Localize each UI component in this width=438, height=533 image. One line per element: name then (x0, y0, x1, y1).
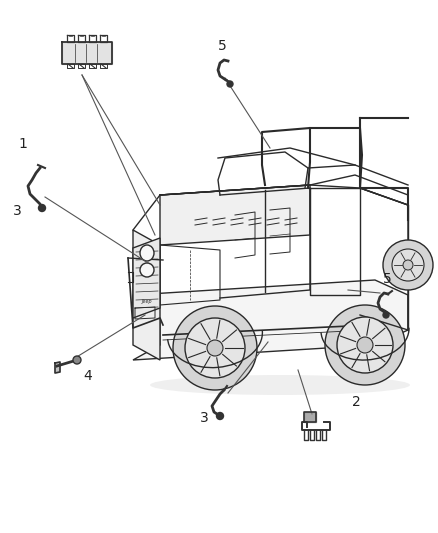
Circle shape (383, 312, 389, 318)
Circle shape (403, 260, 413, 270)
Polygon shape (55, 362, 60, 373)
Polygon shape (160, 185, 310, 245)
Circle shape (185, 318, 245, 378)
Polygon shape (133, 280, 408, 360)
Text: 1: 1 (18, 137, 27, 151)
Text: 3: 3 (13, 204, 22, 218)
Text: 4: 4 (83, 369, 92, 383)
Polygon shape (133, 230, 160, 360)
Circle shape (227, 81, 233, 87)
Circle shape (383, 240, 433, 290)
Polygon shape (304, 412, 316, 422)
Circle shape (392, 249, 424, 281)
Circle shape (357, 337, 373, 353)
Circle shape (173, 306, 257, 390)
Text: 3: 3 (200, 411, 209, 425)
Text: 5: 5 (218, 39, 227, 53)
Circle shape (39, 205, 46, 212)
Polygon shape (62, 42, 112, 64)
Text: Jeep: Jeep (141, 300, 152, 304)
Ellipse shape (150, 375, 410, 395)
Text: 2: 2 (352, 395, 361, 409)
Circle shape (325, 305, 405, 385)
Ellipse shape (140, 263, 154, 277)
Circle shape (207, 340, 223, 356)
Circle shape (337, 317, 393, 373)
Circle shape (73, 356, 81, 364)
Polygon shape (133, 238, 160, 318)
Circle shape (216, 413, 223, 419)
Ellipse shape (140, 245, 154, 261)
Text: 5: 5 (383, 272, 392, 286)
